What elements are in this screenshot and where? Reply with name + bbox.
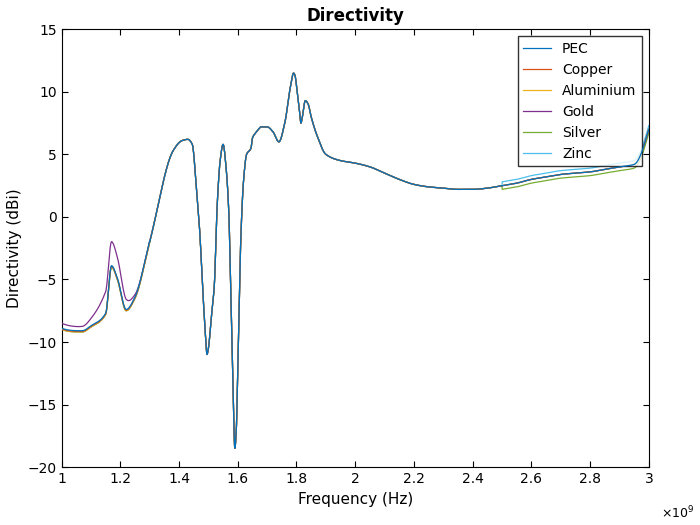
- Silver: [570, 174, 579, 180]
- Copper: [634, 158, 642, 164]
- Aluminium: [283, 107, 291, 113]
- Aluminium: [570, 170, 579, 176]
- PEC: [231, 445, 239, 452]
- Zinc: [57, 327, 66, 333]
- Copper: [57, 326, 66, 332]
- Zinc: [289, 70, 298, 76]
- Silver: [283, 107, 291, 113]
- Gold: [309, 119, 317, 125]
- PEC: [125, 305, 133, 311]
- PEC: [283, 107, 291, 113]
- Zinc: [231, 445, 239, 452]
- Line: PEC: PEC: [62, 73, 649, 448]
- Silver: [289, 70, 298, 76]
- X-axis label: Frequency (Hz): Frequency (Hz): [298, 491, 413, 507]
- PEC: [159, 178, 167, 184]
- Silver: [309, 119, 317, 125]
- Aluminium: [309, 119, 317, 125]
- Gold: [645, 126, 653, 132]
- Aluminium: [645, 126, 653, 132]
- Y-axis label: Directivity (dBi): Directivity (dBi): [7, 188, 22, 308]
- Text: $\times10^9$: $\times10^9$: [661, 505, 694, 521]
- Line: Aluminium: Aluminium: [62, 73, 649, 448]
- Silver: [57, 327, 66, 333]
- Silver: [125, 306, 133, 312]
- Copper: [159, 178, 167, 184]
- PEC: [57, 325, 66, 331]
- Gold: [159, 178, 167, 184]
- Copper: [125, 306, 133, 312]
- Silver: [634, 162, 642, 168]
- Copper: [309, 119, 317, 125]
- PEC: [309, 119, 317, 125]
- Gold: [570, 170, 579, 176]
- Legend: PEC, Copper, Aluminium, Gold, Silver, Zinc: PEC, Copper, Aluminium, Gold, Silver, Zi…: [517, 36, 642, 166]
- Copper: [289, 70, 298, 76]
- Gold: [289, 70, 298, 76]
- Gold: [283, 107, 291, 113]
- Aluminium: [289, 70, 298, 76]
- Gold: [231, 445, 239, 452]
- Zinc: [283, 107, 291, 113]
- PEC: [289, 70, 298, 76]
- Aluminium: [125, 306, 133, 312]
- Line: Copper: Copper: [62, 73, 649, 448]
- PEC: [634, 158, 642, 164]
- Zinc: [125, 306, 133, 312]
- Copper: [570, 170, 579, 176]
- PEC: [570, 170, 579, 176]
- Line: Zinc: Zinc: [62, 73, 649, 448]
- Aluminium: [159, 178, 167, 184]
- Line: Silver: Silver: [62, 73, 649, 448]
- Silver: [645, 130, 653, 136]
- Zinc: [309, 119, 317, 125]
- Line: Gold: Gold: [62, 73, 649, 448]
- Zinc: [159, 178, 167, 184]
- Zinc: [645, 122, 653, 129]
- Gold: [57, 320, 66, 327]
- Gold: [125, 298, 133, 304]
- Gold: [634, 158, 642, 164]
- Zinc: [570, 166, 579, 173]
- Silver: [231, 445, 239, 452]
- Title: Directivity: Directivity: [307, 7, 404, 25]
- Aluminium: [634, 158, 642, 164]
- Copper: [645, 126, 653, 132]
- Silver: [159, 178, 167, 184]
- Aluminium: [231, 445, 239, 452]
- Copper: [231, 445, 239, 452]
- PEC: [645, 126, 653, 132]
- Zinc: [634, 154, 642, 160]
- Copper: [283, 107, 291, 113]
- Aluminium: [57, 327, 66, 333]
